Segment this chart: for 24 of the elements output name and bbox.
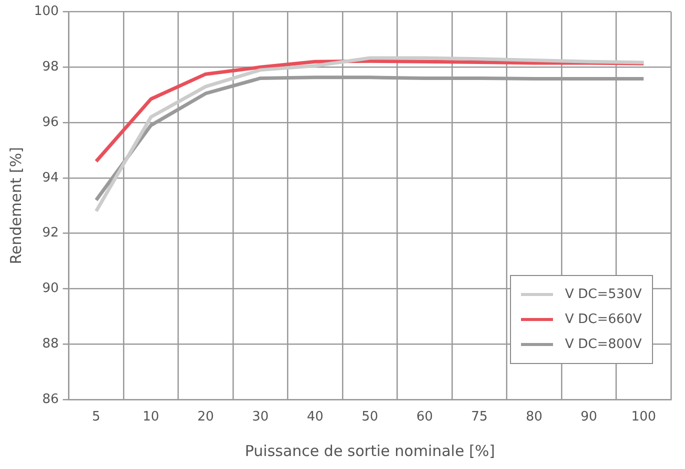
y-axis-title: Rendement [%] (6, 147, 25, 264)
y-tick-label: 92 (42, 226, 59, 241)
x-tick-label: 100 (631, 410, 656, 425)
legend-label: V DC=530V (565, 287, 642, 302)
x-tick-label: 90 (580, 410, 598, 425)
y-tick-label: 100 (34, 4, 59, 20)
x-tick-label: 20 (197, 410, 214, 425)
y-tick-label: 88 (42, 336, 59, 352)
y-tick-label: 98 (42, 60, 59, 75)
x-tick-label: 40 (306, 410, 324, 425)
y-tick-label: 96 (42, 114, 59, 130)
y-tick-label: 90 (42, 281, 59, 296)
y-tick-label: 94 (42, 170, 59, 186)
x-tick-label: 10 (142, 410, 160, 425)
legend-label: V DC=800V (565, 337, 642, 352)
y-tick-label: 86 (42, 392, 59, 407)
x-tick-label: 60 (416, 410, 433, 425)
x-tick-label: 50 (362, 410, 378, 425)
x-tick-label: 5 (92, 410, 100, 425)
legend-label: V DC=660V (565, 312, 642, 328)
x-tick-label: 80 (526, 410, 542, 425)
x-tick-label: 75 (471, 410, 488, 425)
x-axis-title: Puissance de sortie nominale [%] (244, 442, 495, 460)
x-tick-label: 30 (252, 410, 269, 425)
